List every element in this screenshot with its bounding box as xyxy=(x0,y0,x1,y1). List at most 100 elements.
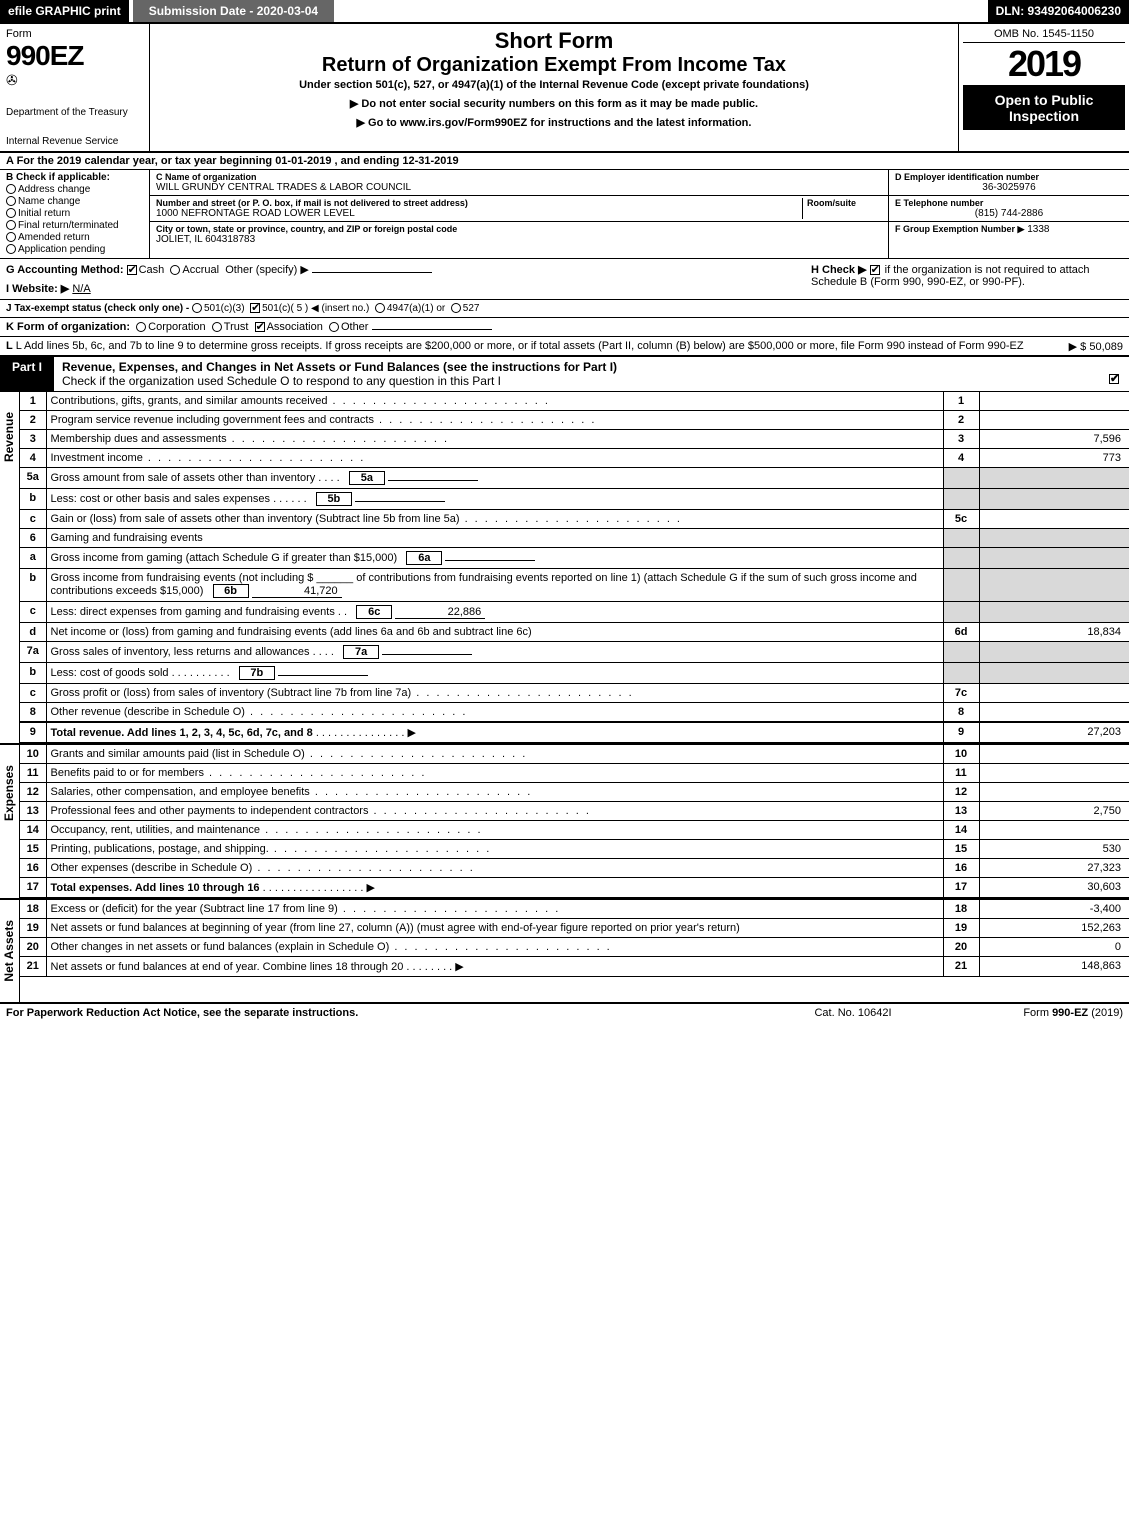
city: JOLIET, IL 604318783 xyxy=(156,234,882,245)
netassets-table: 18Excess or (deficit) for the year (Subt… xyxy=(20,900,1129,977)
ein: 36-3025976 xyxy=(895,182,1123,193)
row-j: J Tax-exempt status (check only one) - 5… xyxy=(0,300,1129,318)
opt-assoc-label: Association xyxy=(267,321,323,333)
row-h-label: H Check ▶ xyxy=(811,264,867,276)
chk-address-change[interactable]: Address change xyxy=(6,184,143,195)
room-label: Room/suite xyxy=(807,198,882,208)
print-text[interactable]: print xyxy=(94,4,121,18)
line-6c: cLess: direct expenses from gaming and f… xyxy=(20,602,1129,623)
row-l: L L Add lines 5b, 6c, and 7b to line 9 t… xyxy=(0,337,1129,357)
chk-application-pending-label: Application pending xyxy=(18,244,105,255)
opt-other-label: Other xyxy=(341,321,369,333)
street: 1000 NEFRONTAGE ROAD LOWER LEVEL xyxy=(156,208,802,219)
entity-block: B Check if applicable: Address change Na… xyxy=(0,170,1129,259)
footer-form: 990-EZ xyxy=(1052,1007,1088,1019)
form-number: 990EZ xyxy=(6,40,143,72)
opt-501c3[interactable] xyxy=(192,303,202,313)
chk-final-return[interactable]: Final return/terminated xyxy=(6,220,143,231)
dept-treasury: Department of the Treasury xyxy=(6,107,143,118)
phone-label: E Telephone number xyxy=(895,198,1123,208)
expenses-table: 10Grants and similar amounts paid (list … xyxy=(20,745,1129,898)
chk-accrual[interactable] xyxy=(170,265,180,275)
row-l-text: L Add lines 5b, 6c, and 7b to line 9 to … xyxy=(16,340,1024,352)
line-5b: bLess: cost or other basis and sales exp… xyxy=(20,489,1129,510)
row-l-amount: ▶ $ 50,089 xyxy=(1069,340,1123,353)
chk-name-change[interactable]: Name change xyxy=(6,196,143,207)
chk-amended-return[interactable]: Amended return xyxy=(6,232,143,243)
header-left: Form 990EZ ✇ Department of the Treasury … xyxy=(0,24,150,151)
opt-other[interactable] xyxy=(329,322,339,332)
section-def: D Employer identification number 36-3025… xyxy=(889,170,1129,258)
form-subtitle: Under section 501(c), 527, or 4947(a)(1)… xyxy=(158,79,950,91)
other-org-input[interactable] xyxy=(372,329,492,330)
line-1: 1Contributions, gifts, grants, and simil… xyxy=(20,392,1129,411)
side-expenses-label: Expenses xyxy=(0,745,18,841)
irs: Internal Revenue Service xyxy=(6,136,143,147)
header-right: OMB No. 1545-1150 2019 Open to Public In… xyxy=(959,24,1129,151)
opt-corp-label: Corporation xyxy=(148,321,205,333)
accrual-label: Accrual xyxy=(182,264,219,276)
tax-year: 2019 xyxy=(963,43,1125,86)
opt-4947[interactable] xyxy=(375,303,385,313)
chk-schedule-b[interactable] xyxy=(870,265,880,275)
line-20: 20Other changes in net assets or fund ba… xyxy=(20,938,1129,957)
part1-body: Revenue 1Contributions, gifts, grants, a… xyxy=(0,392,1129,743)
section-c: C Name of organization WILL GRUNDY CENTR… xyxy=(150,170,889,258)
line-18: 18Excess or (deficit) for the year (Subt… xyxy=(20,900,1129,919)
efile-text: efile GRAPHIC xyxy=(8,4,91,18)
dln: DLN: 93492064006230 xyxy=(988,0,1129,22)
website-label: I Website: ▶ xyxy=(6,283,69,295)
other-input[interactable] xyxy=(312,272,432,273)
side-netassets: Net Assets xyxy=(0,900,20,1002)
footer-right: Form 990-EZ (2019) xyxy=(943,1007,1123,1019)
line-12: 12Salaries, other compensation, and empl… xyxy=(20,783,1129,802)
form-header: Form 990EZ ✇ Department of the Treasury … xyxy=(0,24,1129,153)
row-a-taxyear: A For the 2019 calendar year, or tax yea… xyxy=(0,153,1129,170)
goto-link[interactable]: ▶ Go to www.irs.gov/Form990EZ for instru… xyxy=(158,116,950,129)
chk-initial-return[interactable]: Initial return xyxy=(6,208,143,219)
line-7c: cGross profit or (loss) from sales of in… xyxy=(20,684,1129,703)
chk-cash[interactable] xyxy=(127,265,137,275)
line-13: 13Professional fees and other payments t… xyxy=(20,802,1129,821)
opt-assoc[interactable] xyxy=(255,322,265,332)
top-bar: efile GRAPHIC print Submission Date - 20… xyxy=(0,0,1129,24)
opt-trust[interactable] xyxy=(212,322,222,332)
opt-corp[interactable] xyxy=(136,322,146,332)
line-6b: bGross income from fundraising events (n… xyxy=(20,569,1129,602)
row-k: K Form of organization: Corporation Trus… xyxy=(0,318,1129,337)
chk-amended-return-label: Amended return xyxy=(18,232,90,243)
opt-527[interactable] xyxy=(451,303,461,313)
part1-checkline: Check if the organization used Schedule … xyxy=(62,374,501,388)
ein-label: D Employer identification number xyxy=(895,172,1123,182)
opt-4947-label: 4947(a)(1) or xyxy=(387,303,445,314)
chk-address-change-label: Address change xyxy=(18,184,90,195)
part1-schedule-o-check[interactable] xyxy=(1109,374,1119,384)
other-label: Other (specify) ▶ xyxy=(225,264,309,276)
side-revenue: Revenue xyxy=(0,392,20,743)
chk-application-pending[interactable]: Application pending xyxy=(6,244,143,255)
line-6: 6Gaming and fundraising events xyxy=(20,529,1129,548)
efile-label: efile GRAPHIC print xyxy=(0,0,129,22)
footer-center: Cat. No. 10642I xyxy=(763,1007,943,1019)
part1-title: Revenue, Expenses, and Changes in Net As… xyxy=(62,360,617,374)
opt-501c-label: 501(c)( 5 ) ◀ (insert no.) xyxy=(262,303,369,314)
group-label: F Group Exemption Number ▶ xyxy=(895,224,1024,234)
netassets-block: Net Assets 18Excess or (deficit) for the… xyxy=(0,898,1129,1002)
opt-501c[interactable] xyxy=(250,303,260,313)
accounting-method-label: G Accounting Method: xyxy=(6,264,124,276)
line-2: 2Program service revenue including gover… xyxy=(20,411,1129,430)
row-gh: G Accounting Method: Cash Accrual Other … xyxy=(0,259,1129,300)
short-form-title: Short Form xyxy=(158,28,950,54)
tax-exempt-label: J Tax-exempt status (check only one) - xyxy=(6,303,189,314)
line-6d: dNet income or (loss) from gaming and fu… xyxy=(20,623,1129,642)
line-6a: aGross income from gaming (attach Schedu… xyxy=(20,548,1129,569)
line-3: 3Membership dues and assessments37,596 xyxy=(20,430,1129,449)
ssn-warning: ▶ Do not enter social security numbers o… xyxy=(158,97,950,110)
omb-number: OMB No. 1545-1150 xyxy=(963,26,1125,43)
submission-date: Submission Date - 2020-03-04 xyxy=(133,0,334,22)
chk-final-return-label: Final return/terminated xyxy=(18,220,119,231)
org-name-label: C Name of organization xyxy=(156,172,882,182)
website-value: N/A xyxy=(72,283,90,295)
form-word: Form xyxy=(6,28,143,40)
line-8: 8Other revenue (describe in Schedule O)8 xyxy=(20,703,1129,723)
